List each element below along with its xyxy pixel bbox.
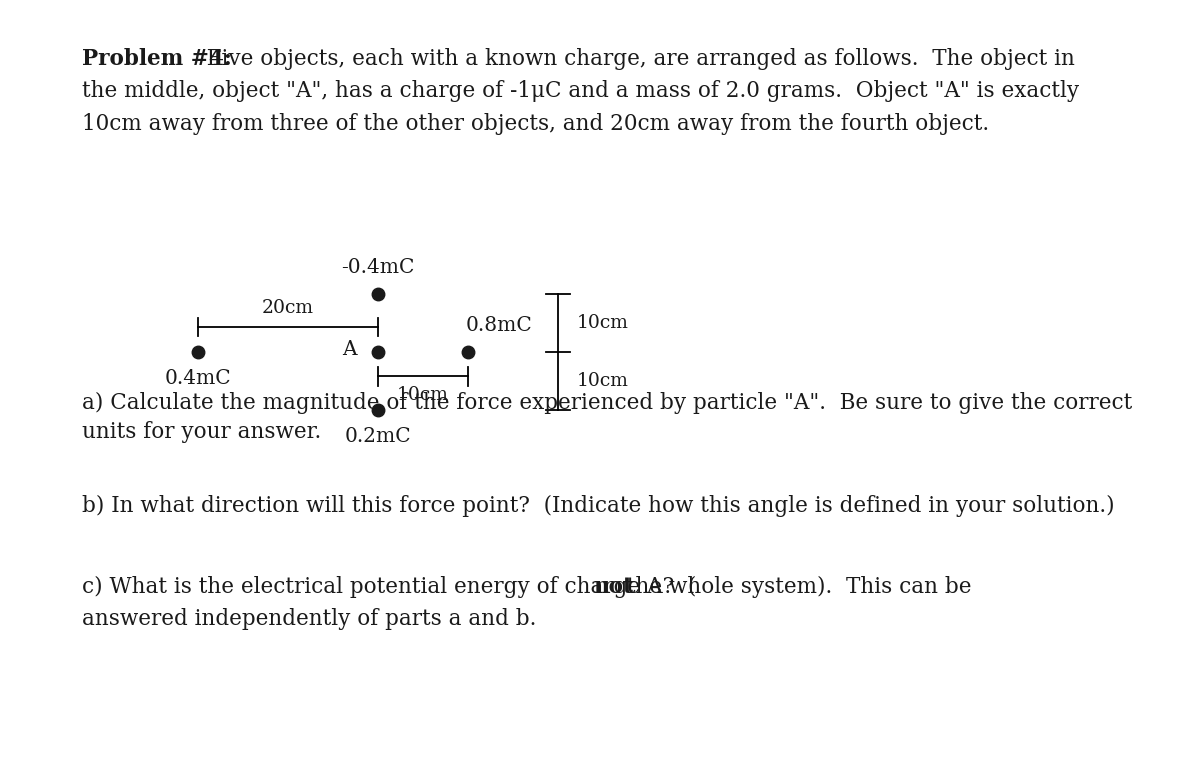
- Text: Five objects, each with a known charge, are arranged as follows.  The object in: Five objects, each with a known charge, …: [193, 48, 1075, 70]
- Text: 10cm away from three of the other objects, and 20cm away from the fourth object.: 10cm away from three of the other object…: [82, 113, 989, 135]
- Text: 20cm: 20cm: [262, 299, 314, 317]
- Text: not: not: [593, 576, 634, 598]
- Text: the middle, object "A", has a charge of -1μC and a mass of 2.0 grams.  Object "A: the middle, object "A", has a charge of …: [82, 80, 1079, 102]
- Text: answered independently of parts a and b.: answered independently of parts a and b.: [82, 608, 536, 630]
- Text: a) Calculate the magnitude of the force experienced by particle "A".  Be sure to: a) Calculate the magnitude of the force …: [82, 392, 1132, 414]
- Text: Problem #4:: Problem #4:: [82, 48, 232, 70]
- Text: 10cm: 10cm: [397, 386, 449, 404]
- Text: 0.8mC: 0.8mC: [466, 315, 533, 335]
- Text: the whole system).  This can be: the whole system). This can be: [619, 576, 971, 598]
- Text: 10cm: 10cm: [577, 372, 629, 390]
- Text: 0.2mC: 0.2mC: [344, 427, 412, 446]
- Text: A: A: [342, 340, 356, 359]
- Text: -0.4mC: -0.4mC: [341, 257, 415, 277]
- Text: 0.4mC: 0.4mC: [164, 369, 232, 388]
- Text: units for your answer.: units for your answer.: [82, 421, 320, 443]
- Text: c) What is the electrical potential energy of charge A?  (: c) What is the electrical potential ener…: [82, 576, 696, 598]
- Text: b) In what direction will this force point?  (Indicate how this angle is defined: b) In what direction will this force poi…: [82, 495, 1115, 517]
- Text: 10cm: 10cm: [577, 314, 629, 332]
